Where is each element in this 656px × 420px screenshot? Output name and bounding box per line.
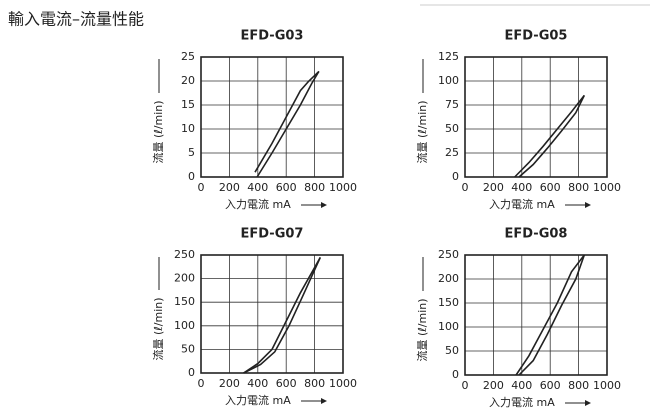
plot-frame xyxy=(200,254,344,374)
plot-frame xyxy=(464,56,608,178)
x-tick-label: 800 xyxy=(304,181,325,194)
x-tick-label: 1000 xyxy=(593,379,621,392)
y-tick-label: 50 xyxy=(445,344,459,357)
x-tick-label: 600 xyxy=(540,181,561,194)
y-tick-label: 125 xyxy=(438,50,459,63)
y-tick-label: 50 xyxy=(181,342,195,355)
x-tick-label: 0 xyxy=(462,379,469,392)
x-tick-label: 400 xyxy=(247,377,268,390)
y-tick-label: 0 xyxy=(452,368,459,381)
x-tick-label: 0 xyxy=(198,181,205,194)
y-tick-label: 0 xyxy=(188,170,195,183)
x-tick-label: 400 xyxy=(511,379,532,392)
flow-curve xyxy=(243,257,322,374)
y-tick-label: 0 xyxy=(452,170,459,183)
y-axis-label: 流量 (ℓ/min) xyxy=(151,100,165,163)
y-tick-label: 20 xyxy=(181,74,195,87)
x-axis-label: 入力電流 mA xyxy=(225,197,291,211)
y-axis-label: 流量 (ℓ/min) xyxy=(151,297,165,360)
x-tick-label: 0 xyxy=(198,377,205,390)
chart-title: EFD-G03 xyxy=(241,29,304,44)
y-tick-label: 0 xyxy=(188,366,195,379)
y-tick-label: 200 xyxy=(174,272,195,285)
x-tick-label: 200 xyxy=(483,181,504,194)
flow-curve xyxy=(243,257,321,374)
x-axis-label: 入力電流 mA xyxy=(489,197,555,211)
y-tick-label: 100 xyxy=(174,319,195,332)
plot-frame xyxy=(200,56,344,178)
x-arrow-head xyxy=(321,202,327,208)
x-axis-label: 入力電流 mA xyxy=(225,393,291,407)
y-tick-label: 100 xyxy=(438,320,459,333)
x-arrow-head xyxy=(585,400,591,406)
plot-frame xyxy=(464,254,608,376)
x-tick-label: 600 xyxy=(540,379,561,392)
y-tick-label: 250 xyxy=(174,248,195,261)
x-tick-label: 800 xyxy=(568,181,589,194)
y-tick-label: 25 xyxy=(445,146,459,159)
x-arrow-head xyxy=(321,398,327,404)
y-tick-label: 10 xyxy=(181,122,195,135)
y-tick-label: 25 xyxy=(181,50,195,63)
flow-curve xyxy=(254,70,320,173)
x-arrow-head xyxy=(585,202,591,208)
x-tick-label: 1000 xyxy=(593,181,621,194)
x-tick-label: 1000 xyxy=(329,377,357,390)
x-tick-label: 400 xyxy=(511,181,532,194)
y-tick-label: 150 xyxy=(174,295,195,308)
page-title: 輸入電流–流量性能 xyxy=(8,10,144,29)
y-tick-label: 150 xyxy=(438,296,459,309)
x-tick-label: 1000 xyxy=(329,181,357,194)
x-axis-label: 入力電流 mA xyxy=(489,395,555,409)
flow-curve xyxy=(518,254,586,376)
x-tick-label: 800 xyxy=(568,379,589,392)
y-axis-label: 流量 (ℓ/min) xyxy=(415,100,429,163)
y-tick-label: 250 xyxy=(438,248,459,261)
x-tick-label: 200 xyxy=(219,181,240,194)
x-tick-label: 600 xyxy=(276,377,297,390)
flow-curve xyxy=(256,70,320,178)
x-tick-label: 200 xyxy=(219,377,240,390)
x-tick-label: 0 xyxy=(462,181,469,194)
y-tick-label: 200 xyxy=(438,272,459,285)
x-tick-label: 400 xyxy=(247,181,268,194)
y-tick-label: 5 xyxy=(188,146,195,159)
flow-curve xyxy=(514,94,585,178)
x-tick-label: 800 xyxy=(304,377,325,390)
flow-curve xyxy=(515,254,585,376)
x-tick-label: 200 xyxy=(483,379,504,392)
y-tick-label: 15 xyxy=(181,98,195,111)
flow-curve xyxy=(518,95,586,178)
y-tick-label: 50 xyxy=(445,122,459,135)
y-tick-label: 100 xyxy=(438,74,459,87)
chart-title: EFD-G07 xyxy=(241,227,304,242)
y-tick-label: 75 xyxy=(445,98,459,111)
chart-title: EFD-G05 xyxy=(505,29,568,44)
x-tick-label: 600 xyxy=(276,181,297,194)
y-axis-label: 流量 (ℓ/min) xyxy=(415,298,429,361)
chart-title: EFD-G08 xyxy=(505,227,568,242)
